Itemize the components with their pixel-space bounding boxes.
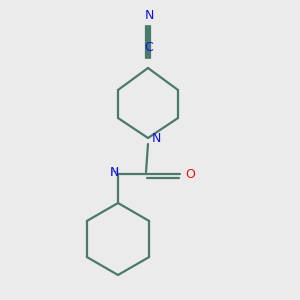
Text: H: H <box>110 168 118 178</box>
Text: C: C <box>145 41 153 54</box>
Text: N: N <box>144 9 154 22</box>
Text: O: O <box>185 169 195 182</box>
Text: N: N <box>152 133 161 146</box>
Text: N: N <box>110 167 119 179</box>
